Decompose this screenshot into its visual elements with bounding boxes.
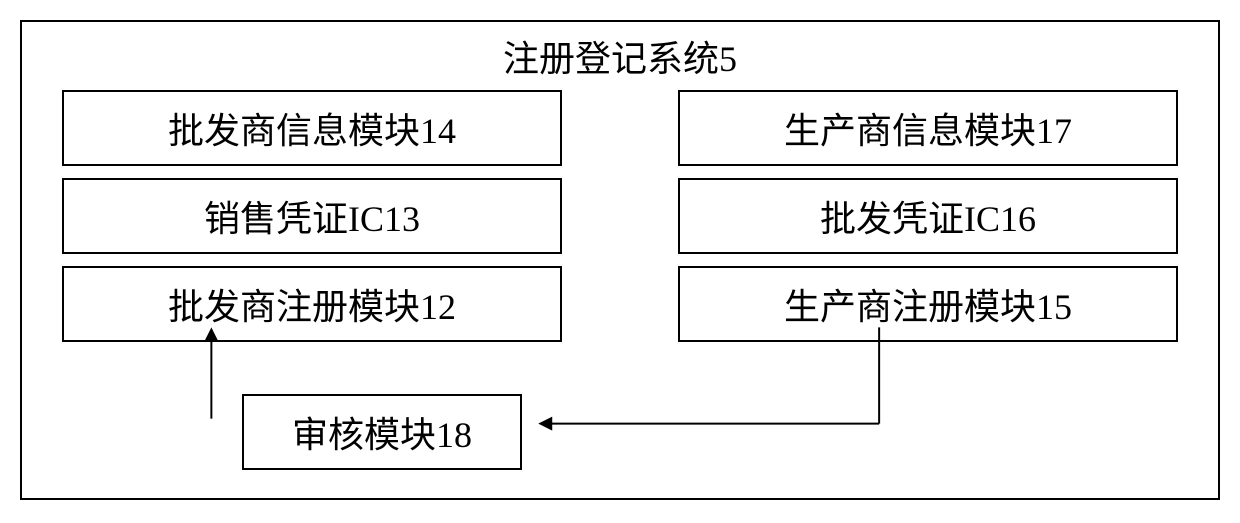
columns: 批发商信息模块14 销售凭证IC13 批发商注册模块12 生产商信息模块17 批… [22, 90, 1218, 342]
wholesaler-info-module: 批发商信息模块14 [62, 90, 562, 166]
producer-register-module: 生产商注册模块15 [678, 266, 1178, 342]
system-title: 注册登记系统5 [22, 22, 1218, 90]
left-column: 批发商信息模块14 销售凭证IC13 批发商注册模块12 [62, 90, 562, 342]
right-column: 生产商信息模块17 批发凭证IC16 生产商注册模块15 [678, 90, 1178, 342]
audit-module: 审核模块18 [242, 394, 522, 470]
sales-voucher-ic: 销售凭证IC13 [62, 178, 562, 254]
wholesale-voucher-ic: 批发凭证IC16 [678, 178, 1178, 254]
arrow-right-head [538, 417, 552, 431]
wholesaler-register-module: 批发商注册模块12 [62, 266, 562, 342]
system-container: 注册登记系统5 批发商信息模块14 销售凭证IC13 批发商注册模块12 生产商… [20, 20, 1220, 500]
producer-info-module: 生产商信息模块17 [678, 90, 1178, 166]
